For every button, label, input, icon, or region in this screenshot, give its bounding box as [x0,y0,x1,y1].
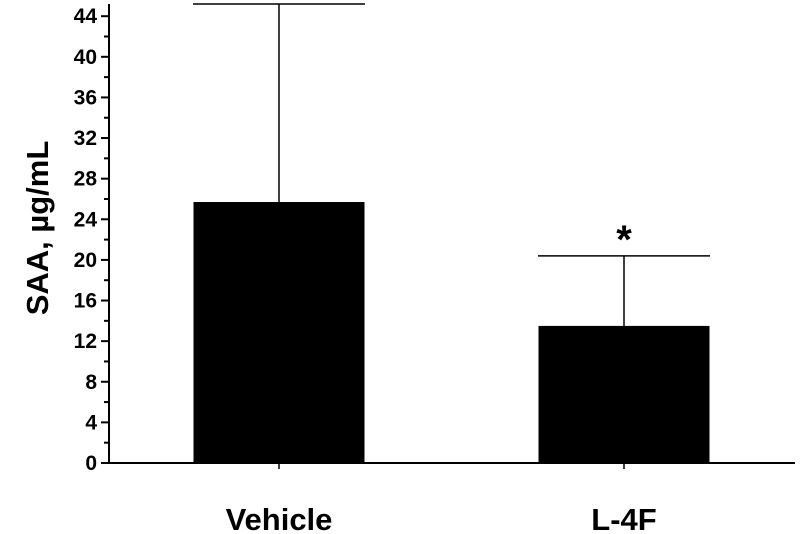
bars [193,202,710,469]
y-tick-label: 12 [74,330,97,353]
y-tick-label: 8 [85,371,97,394]
y-tick-label: 4 [85,411,97,434]
y-axis-ticks: 0 4 8 12 16 20 24 28 32 36 40 44 [74,5,109,475]
y-tick-label: 44 [74,5,98,28]
category-label-1: L-4F [591,502,656,534]
y-tick-label: 20 [74,249,97,272]
y-tick-label: 28 [74,168,98,191]
bar-1 [538,325,710,463]
category-label-0: Vehicle [226,502,333,534]
y-tick-label: 24 [74,208,98,231]
annotations: * [616,218,632,262]
significance-asterisk: * [616,218,632,262]
y-axis-title: SAA, µg/mL [20,141,55,316]
error-bars [193,3,710,326]
y-tick-label: 16 [74,290,97,313]
y-tick-label: 36 [74,86,97,109]
bar-0 [193,202,365,464]
y-tick-label: 32 [74,127,97,150]
x-axis-categories: Vehicle L-4F [226,502,657,534]
y-tick-label: 0 [85,452,97,475]
y-tick-label: 40 [74,46,97,69]
